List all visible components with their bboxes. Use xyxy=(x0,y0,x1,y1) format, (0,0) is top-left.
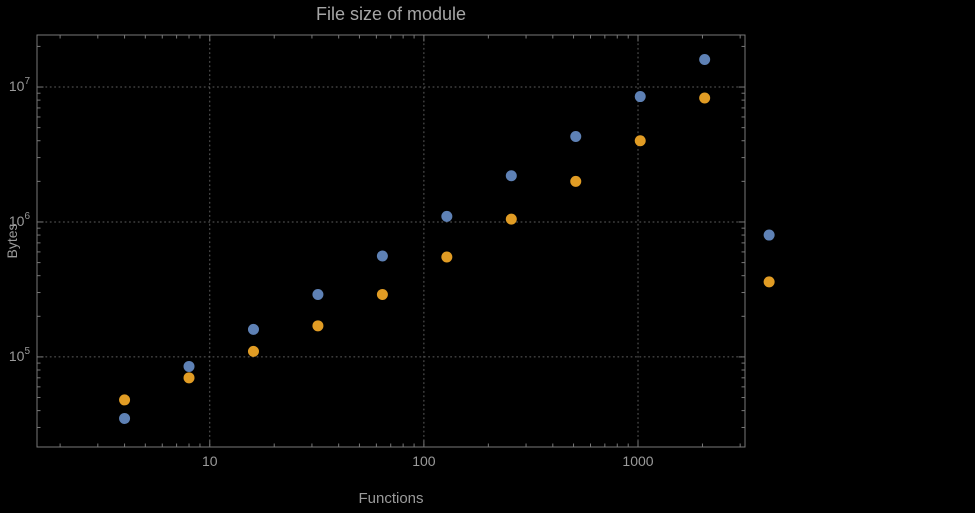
data-point xyxy=(505,213,517,225)
data-point xyxy=(183,360,195,372)
data-point xyxy=(699,92,711,104)
data-point xyxy=(247,345,259,357)
data-point xyxy=(247,323,259,335)
axis-ticks xyxy=(37,35,745,447)
data-point xyxy=(441,251,453,263)
data-point xyxy=(763,276,775,288)
x-tick-label: 100 xyxy=(412,453,436,469)
data-point xyxy=(312,320,324,332)
x-axis-label: Functions xyxy=(358,490,424,507)
data-point xyxy=(119,412,131,424)
data-point xyxy=(505,170,517,182)
x-tick-label: 10 xyxy=(202,453,218,469)
data-point xyxy=(570,130,582,142)
y-tick-label: 106 xyxy=(9,211,31,229)
data-point xyxy=(634,135,646,147)
data-point xyxy=(119,394,131,406)
series-1-points xyxy=(119,53,775,424)
data-point xyxy=(763,229,775,241)
x-tick-labels: 10 100 1000 xyxy=(202,453,654,469)
data-point xyxy=(376,289,388,301)
y-tick-label: 105 xyxy=(9,346,31,364)
series-2-points xyxy=(119,92,775,406)
data-point xyxy=(376,250,388,262)
data-point xyxy=(441,210,453,222)
y-tick-label: 107 xyxy=(9,76,31,94)
gridlines xyxy=(36,34,746,448)
y-tick-labels: 105 106 107 xyxy=(9,76,31,364)
data-point xyxy=(570,175,582,187)
data-point xyxy=(312,289,324,301)
data-point xyxy=(699,53,711,65)
chart-title: File size of module xyxy=(315,4,467,24)
data-point xyxy=(634,91,646,103)
data-point xyxy=(183,372,195,384)
x-tick-label: 1000 xyxy=(622,453,653,469)
